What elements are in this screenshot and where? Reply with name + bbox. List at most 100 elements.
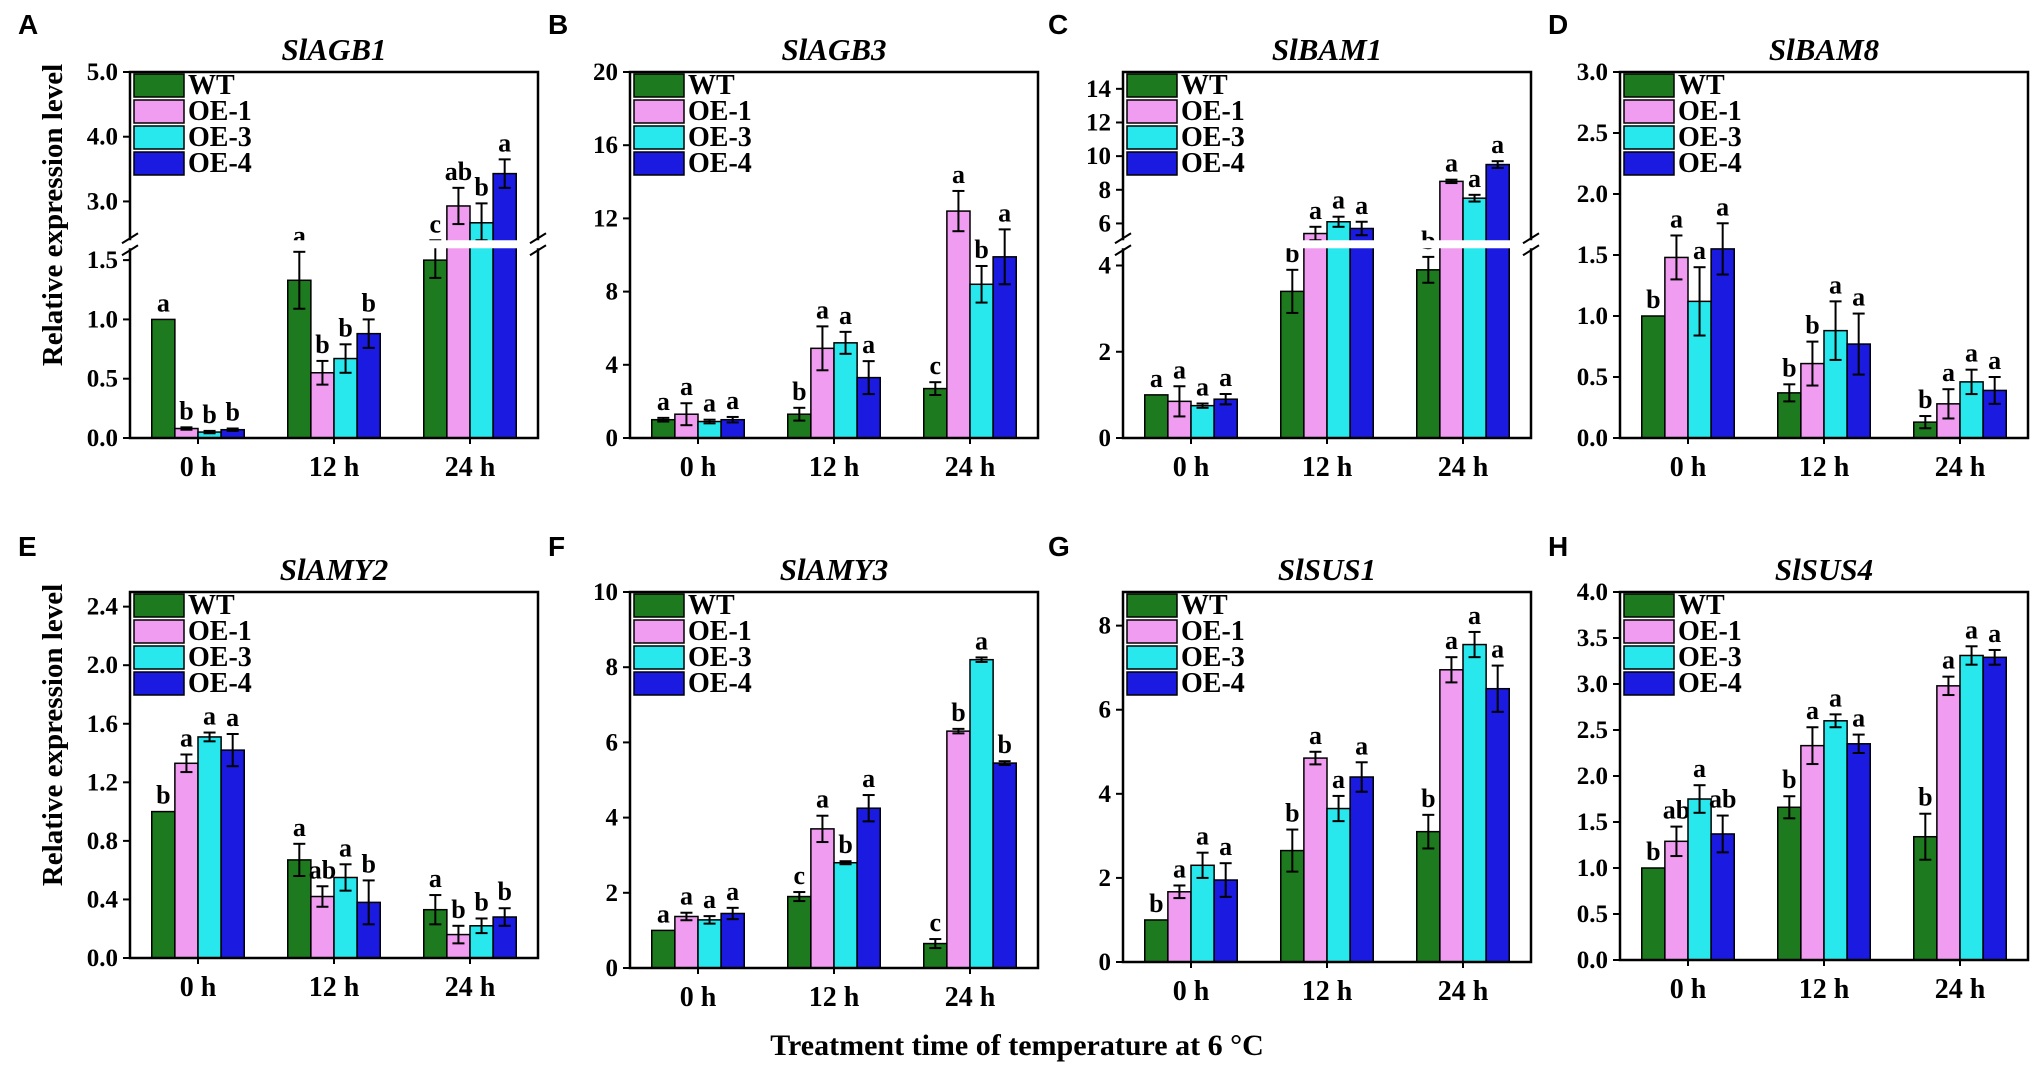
significance-letter: b: [792, 377, 806, 406]
legend-swatch: [133, 619, 185, 644]
bar: [423, 259, 448, 439]
significance-letter: a: [339, 833, 352, 862]
significance-letter: b: [1285, 799, 1299, 828]
y-tick-label: 2.0: [1577, 763, 1608, 790]
y-tick-label: 14: [1086, 76, 1112, 103]
y-tick-label: 2.5: [1577, 717, 1608, 744]
legend-label: OE-1: [1181, 96, 1245, 127]
legend-label: OE-3: [688, 642, 752, 673]
plot-frame: [1121, 590, 1533, 964]
significance-letter: b: [1918, 385, 1932, 414]
bar: [1303, 757, 1328, 963]
axis-break-mark: [529, 244, 547, 257]
legend-label: WT: [1678, 590, 1725, 621]
x-tick-label: 12 h: [309, 972, 360, 1003]
significance-letter: b: [474, 887, 488, 916]
significance-letter: ab: [309, 855, 336, 884]
significance-letter: a: [1693, 754, 1706, 783]
bar: [1641, 867, 1666, 961]
legend-swatch: [133, 73, 185, 98]
panel-letter: C: [1048, 9, 1068, 40]
axis-break-mark: [1522, 232, 1540, 245]
significance-letter: a: [1173, 355, 1186, 384]
y-tick-label: 1.0: [87, 306, 118, 333]
x-tick-label: 24 h: [445, 972, 496, 1003]
bar: [1641, 315, 1666, 439]
bar: [1959, 654, 1984, 961]
legend-label: OE-4: [1181, 148, 1245, 179]
bar: [1982, 656, 2007, 961]
bar: [1664, 256, 1689, 439]
significance-letter: a: [1219, 363, 1232, 392]
legend-swatch: [1126, 151, 1178, 176]
bar: [1439, 180, 1464, 439]
y-tick-label: 3.0: [87, 188, 118, 215]
significance-letter: a: [1829, 270, 1842, 299]
significance-letter: a: [975, 626, 988, 655]
y-tick-label: 1.5: [87, 247, 118, 274]
axis-break-mark: [1114, 232, 1132, 245]
significance-letter: b: [497, 877, 511, 906]
legend-swatch: [1623, 125, 1675, 150]
significance-letter: b: [156, 781, 170, 810]
significance-letter: a: [657, 387, 670, 416]
legend-label: OE-1: [688, 96, 752, 127]
bar: [1462, 197, 1487, 439]
bar: [1664, 840, 1689, 961]
y-tick-label: 3.0: [1577, 59, 1608, 86]
significance-letter: b: [474, 172, 488, 201]
plot-frame: [1618, 590, 2030, 962]
significance-letter: c: [430, 209, 442, 238]
y-tick-label: 12: [1086, 109, 1111, 136]
y-tick-label: 0: [1099, 425, 1112, 452]
significance-letter: a: [1468, 601, 1481, 630]
significance-letter: a: [1332, 765, 1345, 794]
bar: [1710, 248, 1735, 439]
x-tick-label: 12 h: [1799, 974, 1850, 1005]
y-tick-label: 1.6: [87, 711, 118, 738]
axis-break-band: [126, 240, 542, 249]
legend-swatch: [1623, 593, 1675, 618]
panel-title: SlAMY3: [780, 552, 889, 587]
panel-letter: E: [18, 531, 37, 562]
significance-letter: a: [1965, 339, 1978, 368]
significance-letter: a: [680, 372, 693, 401]
y-tick-label: 8: [606, 654, 619, 681]
legend-label: OE-3: [1678, 642, 1742, 673]
bar: [1439, 669, 1464, 963]
bar: [992, 762, 1017, 969]
significance-letter: b: [1782, 353, 1796, 382]
legend-label: WT: [1181, 70, 1228, 101]
legend-label: OE-1: [1678, 96, 1742, 127]
bar: [946, 210, 971, 439]
significance-letter: a: [839, 301, 852, 330]
bar: [810, 828, 835, 969]
y-tick-label: 0: [606, 955, 619, 982]
legend-swatch: [633, 671, 685, 696]
legend-swatch: [133, 671, 185, 696]
y-tick-label: 0: [606, 425, 619, 452]
significance-letter: a: [726, 877, 739, 906]
significance-letter: a: [1150, 364, 1163, 393]
significance-letter: a: [1332, 186, 1345, 215]
significance-letter: b: [1421, 784, 1435, 813]
bar: [197, 736, 222, 959]
significance-letter: a: [1965, 615, 1978, 644]
bar: [1416, 830, 1441, 963]
y-tick-label: 4.0: [1577, 579, 1608, 606]
significance-letter: a: [816, 785, 829, 814]
legend-swatch: [633, 593, 685, 618]
y-tick-label: 2: [1099, 339, 1112, 366]
bar: [356, 332, 381, 439]
x-tick-label: 0 h: [1670, 974, 1707, 1005]
y-tick-label: 4: [1099, 781, 1112, 808]
bar: [1303, 232, 1328, 439]
legend-label: OE-3: [188, 642, 252, 673]
significance-letter: ab: [1663, 796, 1690, 825]
legend-label: OE-1: [688, 616, 752, 647]
significance-letter: a: [1988, 346, 2001, 375]
